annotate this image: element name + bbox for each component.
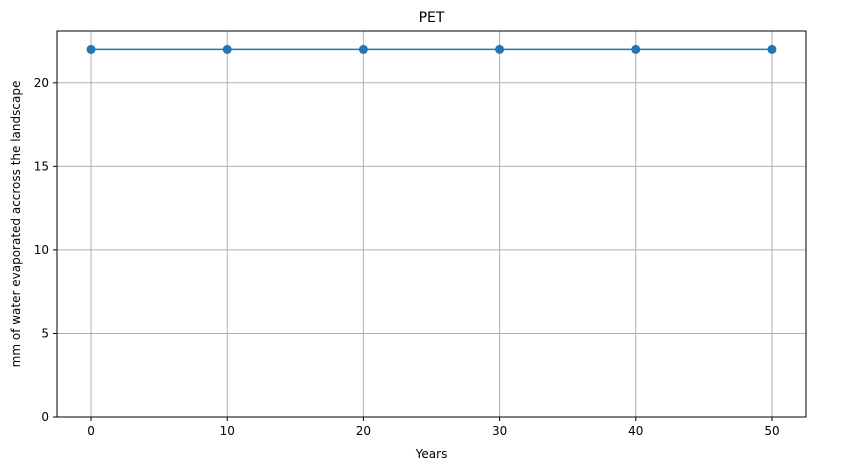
plot-area-frame bbox=[56, 30, 807, 418]
data-point bbox=[358, 44, 368, 54]
data-point bbox=[767, 44, 777, 54]
series bbox=[86, 44, 777, 54]
chart-title: PET bbox=[419, 10, 445, 26]
x-tick-label: 10 bbox=[220, 424, 235, 438]
data-point bbox=[495, 44, 505, 54]
y-tick-label: 10 bbox=[34, 243, 49, 257]
x-tick-label: 30 bbox=[492, 424, 507, 438]
x-axis-label: Years bbox=[415, 447, 448, 461]
grid bbox=[57, 31, 806, 417]
data-point bbox=[86, 44, 96, 54]
x-tick-label: 50 bbox=[764, 424, 779, 438]
y-tick-label: 20 bbox=[34, 76, 49, 90]
y-axis-label: mm of water evaporated accross the lands… bbox=[9, 81, 23, 368]
x-tick-label: 40 bbox=[628, 424, 643, 438]
x-tick-label: 20 bbox=[356, 424, 371, 438]
data-point bbox=[631, 44, 641, 54]
y-tick-label: 15 bbox=[34, 159, 49, 173]
data-point bbox=[222, 44, 232, 54]
x-tick-label: 0 bbox=[87, 424, 95, 438]
axis-ticks: 0 10 20 30 40 50 0 5 10 15 20 bbox=[34, 76, 780, 438]
y-tick-label: 5 bbox=[41, 326, 49, 340]
y-tick-label: 0 bbox=[41, 410, 49, 424]
